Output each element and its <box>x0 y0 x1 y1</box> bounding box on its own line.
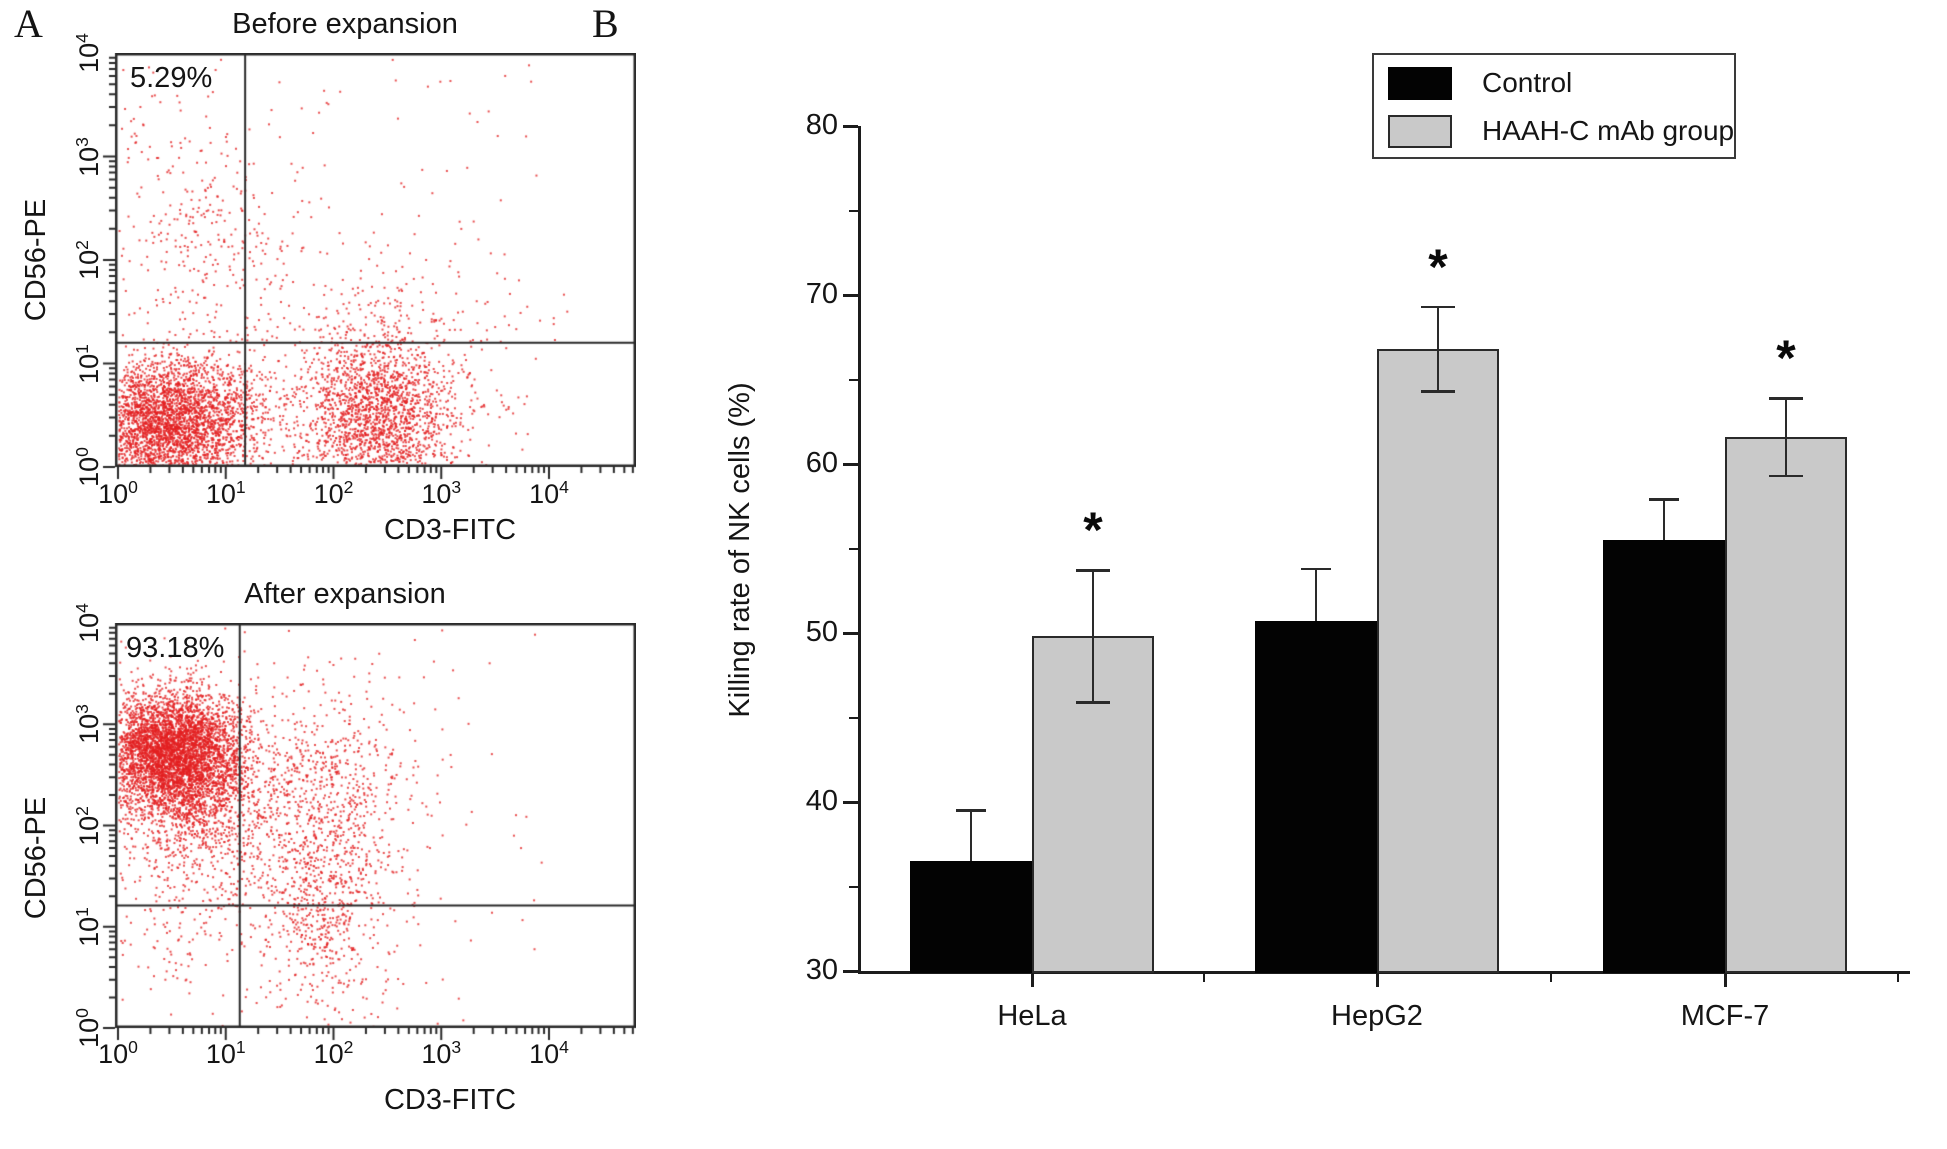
y-tick-label-after: 100 <box>72 1008 104 1048</box>
error-bar-cap-top-control-hela <box>956 809 986 812</box>
error-bar-cap-top-haah-c-mab-group-hela <box>1076 569 1110 572</box>
y-axis-line <box>858 126 861 974</box>
bar-haah-c-mab-group-mcf-7 <box>1725 436 1847 973</box>
x-tick-label-after: 100 <box>98 1037 138 1069</box>
error-bar-cap-bottom-haah-c-mab-group-hela <box>1076 701 1110 704</box>
y-axis-minor-tick <box>849 378 858 381</box>
bar-haah-c-mab-group-hepg2 <box>1377 349 1499 973</box>
x-tick-label-before: 102 <box>313 477 354 509</box>
error-bar-stem-haah-c-mab-group-hela <box>1092 570 1094 703</box>
y-axis-major-tick <box>843 632 858 635</box>
x-tick-label-after: 104 <box>529 1037 569 1069</box>
flow-plot-title-before: Before expansion <box>232 8 458 40</box>
error-bar-stem-haah-c-mab-group-hepg2 <box>1437 306 1439 392</box>
y-axis-major-tick <box>843 125 858 128</box>
x-axis-minor-tick <box>1203 974 1205 982</box>
legend-swatch-control <box>1388 66 1452 100</box>
error-bar-stem-haah-c-mab-group-mcf-7 <box>1785 398 1787 476</box>
error-bar-cap-top-control-mcf-7 <box>1649 498 1679 501</box>
flow-scatter-canvas-before <box>89 53 636 493</box>
x-tick-label-after: 103 <box>421 1037 462 1069</box>
x-axis-minor-tick <box>1550 974 1552 982</box>
category-label-hela: HeLa <box>997 1000 1067 1032</box>
y-tick-label-before: 100 <box>72 447 104 487</box>
x-tick-label-before: 100 <box>98 477 138 509</box>
significance-asterisk-mcf-7: * <box>1776 330 1796 387</box>
error-bar-stem-control-mcf-7 <box>1663 499 1665 541</box>
x-axis-major-tick <box>1723 974 1727 987</box>
y-axis-major-tick <box>843 801 858 804</box>
bar-control-hela <box>910 861 1032 973</box>
x-tick-label-before: 103 <box>421 477 462 509</box>
y-axis-major-tick <box>843 463 858 466</box>
y-tick-label-before: 101 <box>72 343 104 384</box>
y-tick-label: 40 <box>805 785 838 817</box>
y-tick-label: 50 <box>805 616 838 648</box>
x-tick-label-before: 104 <box>529 477 569 509</box>
y-tick-label-after: 104 <box>72 603 104 643</box>
y-tick-label-after: 101 <box>72 906 104 947</box>
x-axis-label-after: CD3-FITC <box>383 1084 517 1116</box>
error-bar-cap-bottom-haah-c-mab-group-mcf-7 <box>1769 474 1803 478</box>
y-axis-label-after: CD56-PE <box>20 796 52 920</box>
flow-plot-title-after: After expansion <box>244 578 446 610</box>
y-axis-minor-tick <box>849 885 858 888</box>
y-tick-label: 60 <box>805 447 838 479</box>
legend-item-control: Control <box>1388 65 1572 101</box>
y-tick-label: 70 <box>805 278 838 310</box>
y-tick-label-before: 103 <box>72 136 104 177</box>
y-axis-major-tick <box>843 294 858 297</box>
legend-box: Control HAAH-C mAb group <box>1372 53 1736 159</box>
y-tick-label-after: 103 <box>72 704 104 745</box>
significance-asterisk-hepg2: * <box>1428 238 1448 295</box>
x-axis-major-tick <box>1030 974 1034 987</box>
category-label-hepg2: HepG2 <box>1331 1000 1423 1032</box>
y-axis-minor-tick <box>849 547 858 550</box>
legend-label-control: Control <box>1482 67 1573 98</box>
x-axis-minor-tick <box>1897 974 1899 982</box>
bar-control-hepg2 <box>1255 621 1377 973</box>
y-axis-minor-tick <box>849 716 858 719</box>
quadrant-percentage-label-after: 93.18% <box>126 632 225 664</box>
x-tick-label-before: 101 <box>205 477 246 509</box>
y-tick-label-after: 102 <box>72 805 104 846</box>
flow-scatter-canvas-after <box>89 623 636 1054</box>
error-bar-cap-top-haah-c-mab-group-mcf-7 <box>1769 397 1803 400</box>
category-label-mcf-7: MCF-7 <box>1680 1000 1770 1032</box>
significance-asterisk-hela: * <box>1083 502 1103 559</box>
quadrant-percentage-label-before: 5.29% <box>130 62 213 94</box>
y-tick-label-before: 104 <box>72 33 104 73</box>
panel-a-label: A <box>14 1 43 46</box>
bar-y-axis-label: Killing rate of NK cells (%) <box>724 382 756 718</box>
legend-label-haah-c-mab: HAAH-C mAb group <box>1482 115 1735 146</box>
error-bar-cap-bottom-haah-c-mab-group-hepg2 <box>1421 390 1455 393</box>
error-bar-cap-top-haah-c-mab-group-hepg2 <box>1421 305 1455 309</box>
x-tick-label-after: 101 <box>205 1037 246 1069</box>
y-axis-minor-tick <box>849 209 858 212</box>
bar-control-mcf-7 <box>1603 540 1725 973</box>
error-bar-stem-control-hepg2 <box>1315 568 1317 622</box>
error-bar-cap-top-control-hepg2 <box>1301 567 1331 571</box>
x-tick-label-after: 102 <box>313 1037 354 1069</box>
y-tick-label-before: 102 <box>72 240 104 280</box>
y-tick-label: 30 <box>805 954 838 986</box>
y-tick-label: 80 <box>805 109 838 141</box>
y-axis-major-tick <box>843 970 858 973</box>
legend-swatch-haah-c-mab <box>1388 114 1452 148</box>
y-axis-label-before: CD56-PE <box>20 198 52 322</box>
x-axis-label-before: CD3-FITC <box>383 514 517 546</box>
panel-b-label: B <box>592 1 619 46</box>
x-axis-major-tick <box>1375 974 1379 987</box>
error-bar-stem-control-hela <box>970 810 972 862</box>
legend-item-haah-c-mab: HAAH-C mAb group <box>1388 113 1734 149</box>
